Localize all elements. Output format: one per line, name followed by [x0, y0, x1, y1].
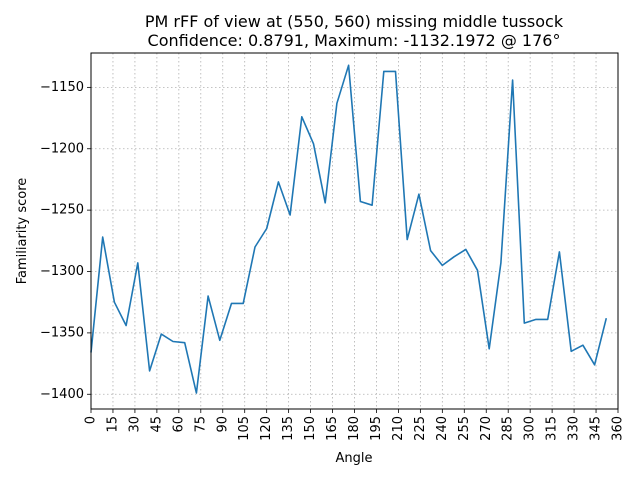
x-tick-label: 270 — [479, 416, 494, 441]
x-axis-label: Angle — [336, 451, 373, 466]
y-axis-label: Familiarity score — [15, 178, 30, 285]
grid — [90, 53, 619, 409]
x-tick-label: 285 — [501, 416, 516, 441]
x-tick-label: 195 — [369, 416, 384, 441]
chart-title-line2: Confidence: 0.8791, Maximum: -1132.1972 … — [148, 31, 561, 50]
x-tick-label: 60 — [171, 416, 186, 433]
x-tick-label: 75 — [193, 416, 208, 433]
x-tick-label: 300 — [523, 416, 538, 441]
x-tick-label: 150 — [303, 416, 318, 441]
y-tick-label: −1150 — [40, 80, 84, 95]
y-tick-label: −1200 — [40, 141, 84, 156]
x-tick-label: 240 — [435, 416, 450, 441]
x-tick-label: 45 — [149, 416, 164, 433]
y-tick-label: −1250 — [40, 203, 84, 218]
x-tick-label: 180 — [347, 416, 362, 441]
series-line — [90, 64, 608, 394]
y-tick-label: −1400 — [40, 387, 84, 402]
x-tick-label: 165 — [325, 416, 340, 441]
x-tick-label: 315 — [545, 416, 560, 441]
x-tick-label: 135 — [281, 416, 296, 441]
x-tick-label: 210 — [391, 416, 406, 441]
x-tick-label: 15 — [105, 416, 120, 433]
x-tick-label: 30 — [127, 416, 142, 433]
series-group — [90, 64, 608, 394]
x-tick-label: 120 — [259, 416, 274, 441]
x-tick-label: 255 — [457, 416, 472, 441]
y-axis-ticks: −1400 −1350 −1300 −1250 −1200 −1150 — [40, 80, 91, 402]
x-tick-label: 105 — [237, 416, 252, 441]
y-tick-label: −1300 — [40, 264, 84, 279]
x-tick-label: 90 — [215, 416, 230, 433]
x-tick-label: 345 — [589, 416, 604, 441]
x-tick-label: 0 — [84, 416, 99, 424]
x-tick-label: 225 — [413, 416, 428, 441]
x-axis-ticks: 0 15 30 45 60 75 90 105 120 135 150 165 180 195 210 225… — [84, 409, 626, 441]
chart-title-line1: PM rFF of view at (550, 560) missing mid… — [145, 12, 564, 31]
x-tick-label: 360 — [611, 416, 626, 441]
y-tick-label: −1350 — [40, 325, 84, 340]
x-tick-label: 330 — [567, 416, 582, 441]
